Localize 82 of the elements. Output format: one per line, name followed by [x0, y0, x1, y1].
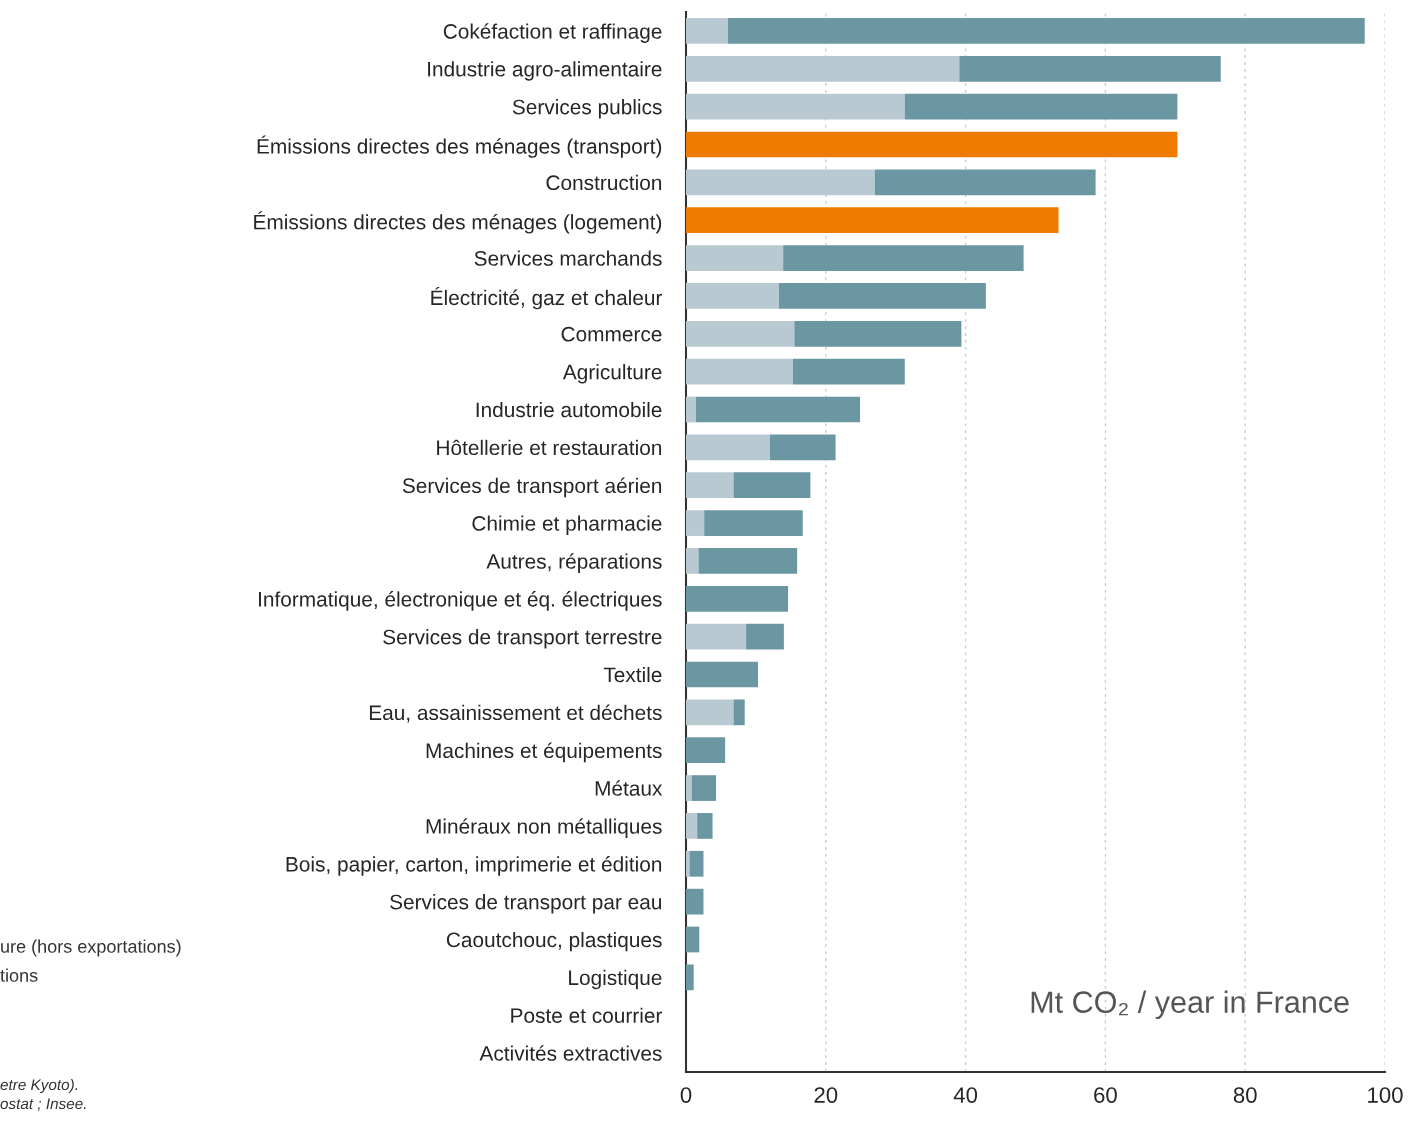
annotation: Mt CO₂ / year in France — [1031, 990, 1349, 1019]
bar — [783, 245, 1024, 271]
bar — [874, 169, 1096, 196]
bar — [686, 510, 705, 536]
bar — [686, 661, 758, 688]
bar — [686, 245, 784, 271]
y-tick-label: Hôtellerie et restauration — [437, 439, 662, 456]
text: etre Kyoto). — [0, 1078, 78, 1094]
x-tick-label: 80 — [1233, 1087, 1257, 1103]
bar — [686, 699, 734, 726]
bar — [769, 434, 836, 461]
bar — [686, 358, 793, 385]
bar — [686, 926, 700, 953]
bar — [686, 813, 698, 839]
y-tick-label: Chimie et pharmacie — [472, 515, 662, 535]
bar — [686, 207, 1059, 234]
bar — [686, 320, 795, 347]
y-tick-label: Autres, réparations — [486, 553, 662, 573]
bar — [697, 813, 713, 839]
bar — [686, 472, 734, 499]
y-tick-label: Services de transport aérien — [402, 477, 662, 498]
text: tions — [0, 968, 38, 982]
y-tick-label: Poste et courrier — [511, 1007, 663, 1023]
bar — [686, 131, 1178, 158]
bar — [695, 396, 861, 423]
bar — [792, 358, 905, 385]
text: ure (hors exportations) — [1, 939, 181, 957]
y-tick-label: Services de transport par eau — [390, 894, 662, 914]
bar — [686, 169, 875, 196]
x-tick-label: 40 — [953, 1087, 978, 1103]
y-tick-label: Machines et équipements — [426, 742, 662, 763]
y-tick-label: Caoutchouc, plastiques — [446, 931, 662, 952]
y-tick-label: Industrie automobile — [476, 401, 662, 418]
y-tick-label: Émissions directes des ménages (transport) — [257, 135, 662, 158]
bar — [686, 888, 704, 915]
bar — [689, 850, 704, 877]
bar — [686, 18, 728, 44]
bar — [704, 510, 803, 536]
bar — [686, 585, 789, 612]
y-tick-label: Services de transport terrestre — [383, 629, 662, 649]
y-tick-label: Activités extractives — [479, 1045, 662, 1061]
bar — [686, 93, 905, 120]
bar — [686, 964, 694, 991]
y-tick-label: Bois, papier, carton, imprimerie et édition — [286, 856, 662, 876]
bar — [691, 775, 717, 801]
bar — [686, 737, 726, 764]
bar — [959, 55, 1221, 82]
bar — [686, 55, 960, 82]
y-tick-label: Commerce — [561, 326, 662, 342]
y-tick-label: Industrie agro-alimentaire — [428, 61, 662, 81]
x-tick-label: 0 — [680, 1087, 692, 1103]
y-tick-label: Textile — [603, 666, 662, 683]
x-tick-label: 60 — [1094, 1087, 1117, 1103]
y-tick-label: Cokéfaction et raffinage — [443, 23, 662, 43]
bar — [686, 623, 747, 650]
bar — [733, 472, 811, 499]
y-tick-label: Électricité, gaz et chaleur — [431, 286, 663, 310]
y-tick-label: Minéraux non métalliques — [426, 818, 662, 838]
bar — [698, 548, 798, 574]
y-tick-label: Services marchands — [474, 250, 662, 266]
y-tick-label: Construction — [546, 174, 662, 191]
bar — [686, 548, 699, 574]
bar — [686, 396, 696, 423]
y-tick-label: Eau, assainissement et déchets — [369, 704, 662, 723]
y-tick-label: Logistique — [569, 969, 662, 990]
bar — [794, 320, 962, 347]
y-tick-label: Agriculture — [562, 364, 662, 384]
x-tick-label: 20 — [814, 1087, 838, 1103]
text: ostat ; Insee. — [0, 1098, 86, 1111]
bar — [733, 699, 745, 726]
bar — [686, 283, 779, 309]
y-tick-label: Informatique, électronique et éq. électriques — [259, 591, 662, 611]
y-tick-label: Services publics — [512, 99, 662, 119]
y-tick-label: Métaux — [595, 780, 663, 796]
bar — [778, 283, 986, 309]
bar — [746, 623, 784, 650]
bar — [686, 775, 692, 801]
bar — [686, 434, 770, 461]
bar — [727, 18, 1365, 44]
x-tick-label: 100 — [1368, 1087, 1403, 1103]
y-tick-label: Émissions directes des ménages (logement) — [254, 211, 662, 234]
bar — [904, 93, 1178, 120]
